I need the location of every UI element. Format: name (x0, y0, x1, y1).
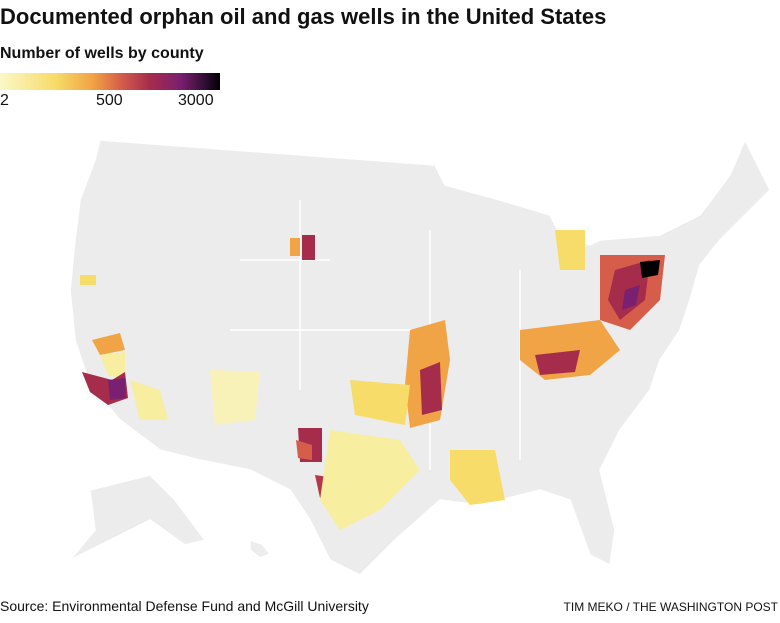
county-region (450, 450, 505, 505)
county-region (555, 230, 585, 270)
county-region (100, 352, 125, 380)
county-regions (80, 230, 665, 530)
county-region (108, 378, 126, 400)
county-region (290, 238, 300, 256)
county-region (640, 260, 660, 278)
county-region (350, 380, 410, 425)
source: Source: Environmental Defense Fund and M… (0, 598, 369, 614)
legend-title: Number of wells by county (0, 45, 204, 62)
county-region (92, 333, 125, 355)
county-region (535, 350, 580, 375)
legend-tick: 500 (96, 92, 123, 109)
county-region (130, 380, 168, 420)
county-region (420, 362, 442, 415)
legend-tick: 3000 (178, 92, 214, 109)
county-region (80, 275, 96, 285)
county-region (320, 430, 420, 530)
county-region (210, 370, 260, 425)
credit: TIM MEKO / THE WASHINGTON POST (563, 600, 778, 614)
title: Documented orphan oil and gas wells in t… (0, 4, 607, 29)
county-region (622, 285, 640, 310)
map (69, 138, 771, 576)
county-region (296, 440, 312, 460)
county-region (302, 235, 315, 260)
legend-tick: 2 (0, 92, 9, 109)
legend-color-bar (0, 73, 220, 90)
